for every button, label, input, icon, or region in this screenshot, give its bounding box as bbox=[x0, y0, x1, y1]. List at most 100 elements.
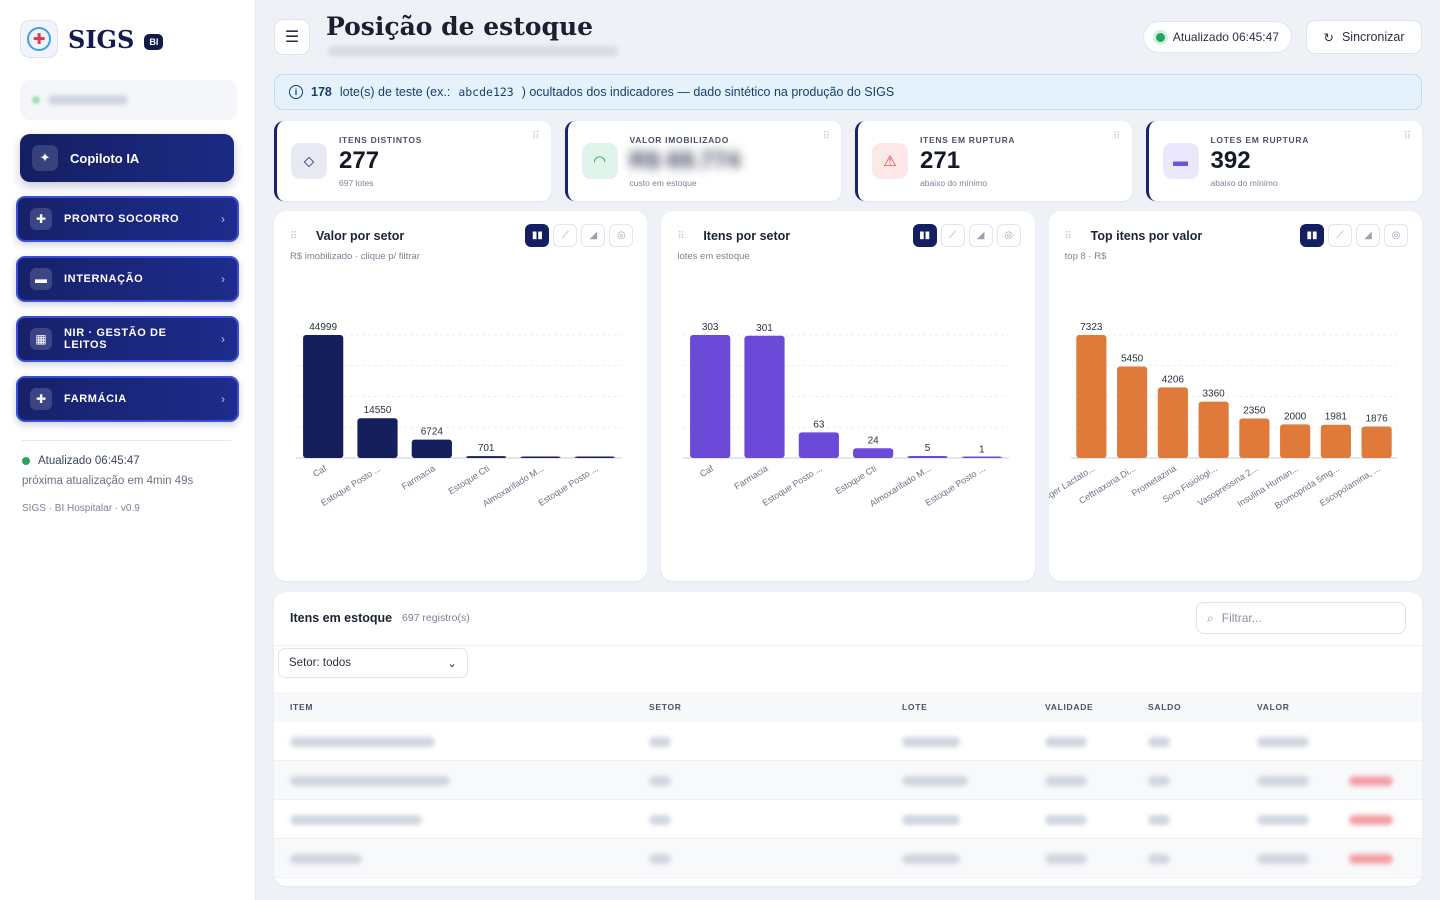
chart-bar[interactable] bbox=[690, 335, 731, 458]
status-dot bbox=[32, 96, 40, 104]
chart-bar[interactable] bbox=[574, 456, 615, 459]
kpi-label: ITENS DISTINTOS bbox=[339, 135, 423, 145]
chart-subtitle: lotes em estoque bbox=[677, 251, 750, 262]
col-item[interactable]: ITEM bbox=[290, 702, 314, 712]
chart-bar[interactable] bbox=[799, 432, 840, 458]
table-row[interactable] bbox=[274, 839, 1422, 878]
chart-bar[interactable] bbox=[907, 455, 948, 458]
chart-bar[interactable] bbox=[1075, 335, 1107, 458]
cell-redacted bbox=[290, 776, 450, 786]
donut-chart-icon[interactable]: ◎ bbox=[609, 224, 634, 247]
chart-bar[interactable] bbox=[1361, 426, 1392, 458]
chart-bar[interactable] bbox=[357, 418, 398, 458]
nav-item-internacao[interactable]: ▬ INTERNAÇÃO › bbox=[16, 256, 239, 302]
kpi-card[interactable]: ▬ LOTES EM RUPTURA 392 abaixo do mínimo ⠿ bbox=[1145, 121, 1422, 201]
chart-bar[interactable] bbox=[1279, 424, 1310, 458]
bar-value-label: 5450 bbox=[1121, 353, 1144, 364]
nav-item-pronto-socorro[interactable]: ✚ PRONTO SOCORRO › bbox=[16, 196, 239, 242]
cell-redacted bbox=[902, 737, 960, 747]
filter-placeholder: Filtrar... bbox=[1221, 611, 1262, 625]
chart-card: ⠿ Top itens por valor top 8 · R$ ▮▮ ⟋ ◢ ◎ 7323 R… bbox=[1048, 211, 1422, 581]
search-icon: ⌕ bbox=[1207, 610, 1214, 625]
kpi-card[interactable]: ⚠ ITENS EM RUPTURA 271 abaixo do mínimo ⠿ bbox=[855, 121, 1132, 201]
bar-value-label: 2350 bbox=[1243, 406, 1266, 417]
bar-value-label: 24 bbox=[868, 435, 880, 446]
bar-value-label: 5 bbox=[925, 443, 931, 454]
line-chart-icon[interactable]: ⟋ bbox=[940, 224, 965, 247]
table-row[interactable] bbox=[274, 800, 1422, 839]
table-row[interactable] bbox=[274, 761, 1422, 800]
chart-bar[interactable] bbox=[520, 456, 561, 459]
chart-bar[interactable] bbox=[303, 335, 344, 458]
bar-value-label: 14550 bbox=[364, 405, 392, 416]
category-tick-label: Caf bbox=[698, 463, 716, 479]
donut-chart-icon[interactable]: ◎ bbox=[1383, 224, 1408, 247]
filter-input[interactable]: ⌕ Filtrar... bbox=[1196, 602, 1406, 634]
chart-card: ⠿ Valor por setor R$ imobilizado · clique … bbox=[274, 211, 648, 581]
chart-bar[interactable] bbox=[962, 456, 1003, 459]
chart-type-toggle: ▮▮ ⟋ ◢ ◎ bbox=[912, 224, 1021, 247]
chart-bar[interactable] bbox=[411, 439, 452, 458]
kpi-card[interactable]: ◠ VALOR IMOBILIZADO R$ 69.774 custo em esto… bbox=[564, 121, 841, 201]
chart-title: Valor por setor bbox=[316, 229, 405, 243]
logo: ✚ bbox=[20, 20, 58, 58]
table-row[interactable] bbox=[274, 722, 1422, 761]
divider bbox=[22, 440, 231, 441]
cell-redacted bbox=[1148, 776, 1170, 786]
topbar: ☰ Posição de estoque Atualizado 06:45:47… bbox=[274, 12, 1422, 62]
drag-handle-icon[interactable]: ⠿ bbox=[532, 131, 539, 142]
bar-chart-icon[interactable]: ▮▮ bbox=[912, 224, 937, 247]
line-chart-icon[interactable]: ⟋ bbox=[553, 224, 578, 247]
page-subtitle-redacted bbox=[328, 46, 618, 56]
nav-item-farmacia[interactable]: ✚ FARMÁCIA › bbox=[16, 376, 239, 422]
sync-button[interactable]: ↻ Sincronizar bbox=[1306, 20, 1422, 54]
col-setor[interactable]: SETOR bbox=[649, 702, 682, 712]
drag-handle-icon[interactable]: ⠿ bbox=[290, 231, 298, 242]
chart-bar[interactable] bbox=[1320, 424, 1351, 458]
drag-handle-icon[interactable]: ⠿ bbox=[1403, 131, 1411, 142]
area-chart-icon[interactable]: ◢ bbox=[581, 224, 606, 247]
status-badge-redacted bbox=[1349, 854, 1393, 864]
chart-bar[interactable] bbox=[1157, 387, 1188, 458]
chart-bar[interactable] bbox=[1116, 366, 1147, 458]
bar-value-label: 44999 bbox=[309, 322, 337, 333]
kpi-card[interactable]: ⬦ ITENS DISTINTOS 277 697 lotes ⠿ bbox=[274, 121, 551, 201]
kpi-subtitle: abaixo do mínimo bbox=[1210, 178, 1278, 188]
sector-select[interactable]: Setor: todos ⌄ bbox=[278, 648, 468, 678]
donut-chart-icon[interactable]: ◎ bbox=[996, 224, 1021, 247]
bar-value-label: 303 bbox=[702, 322, 719, 333]
drag-handle-icon[interactable]: ⠿ bbox=[1064, 231, 1072, 242]
cell-redacted bbox=[649, 776, 671, 786]
nav-item-nir[interactable]: ▦ NIR · GESTÃO DE LEITOS › bbox=[16, 316, 239, 362]
area-chart-icon[interactable]: ◢ bbox=[1355, 224, 1380, 247]
col-saldo[interactable]: SALDO bbox=[1148, 702, 1182, 712]
sidebar: ✚ SIGS BI ✦ Copiloto IA ✚ PRONTO SOCORRO… bbox=[0, 0, 256, 900]
drag-handle-icon[interactable]: ⠿ bbox=[677, 231, 685, 242]
area-chart-icon[interactable]: ◢ bbox=[968, 224, 993, 247]
drag-handle-icon[interactable]: ⠿ bbox=[822, 131, 830, 142]
banner-text: lote(s) de teste (ex.: bbox=[339, 85, 451, 99]
menu-button[interactable]: ☰ bbox=[274, 19, 310, 55]
kpi-value: R$ 69.774 bbox=[629, 147, 741, 174]
chart-bar[interactable] bbox=[466, 456, 507, 458]
copilot-button[interactable]: ✦ Copiloto IA bbox=[20, 134, 234, 182]
chart-bar[interactable] bbox=[1198, 401, 1229, 458]
cell-redacted bbox=[649, 815, 671, 825]
col-valor[interactable]: VALOR bbox=[1257, 702, 1290, 712]
bar-chart-icon[interactable]: ▮▮ bbox=[1299, 224, 1324, 247]
category-tick-label: Estoque Cti bbox=[834, 463, 879, 496]
brand[interactable]: ✚ SIGS BI bbox=[20, 20, 239, 58]
copilot-label: Copiloto IA bbox=[70, 150, 140, 166]
col-lote[interactable]: LOTE bbox=[902, 702, 928, 712]
category-tick-label: Estoque Posto ... bbox=[924, 463, 987, 508]
nav-label: NIR · GESTÃO DE LEITOS bbox=[64, 327, 167, 351]
col-validade[interactable]: VALIDADE bbox=[1045, 702, 1094, 712]
hospital-selector[interactable] bbox=[20, 80, 237, 120]
bar-value-label: 6724 bbox=[421, 427, 444, 438]
bar-chart-icon[interactable]: ▮▮ bbox=[525, 224, 550, 247]
chart-bar[interactable] bbox=[1238, 418, 1270, 458]
chart-bar[interactable] bbox=[853, 448, 894, 458]
chart-bar[interactable] bbox=[744, 335, 785, 458]
drag-handle-icon[interactable]: ⠿ bbox=[1113, 131, 1120, 142]
line-chart-icon[interactable]: ⟋ bbox=[1327, 224, 1352, 247]
